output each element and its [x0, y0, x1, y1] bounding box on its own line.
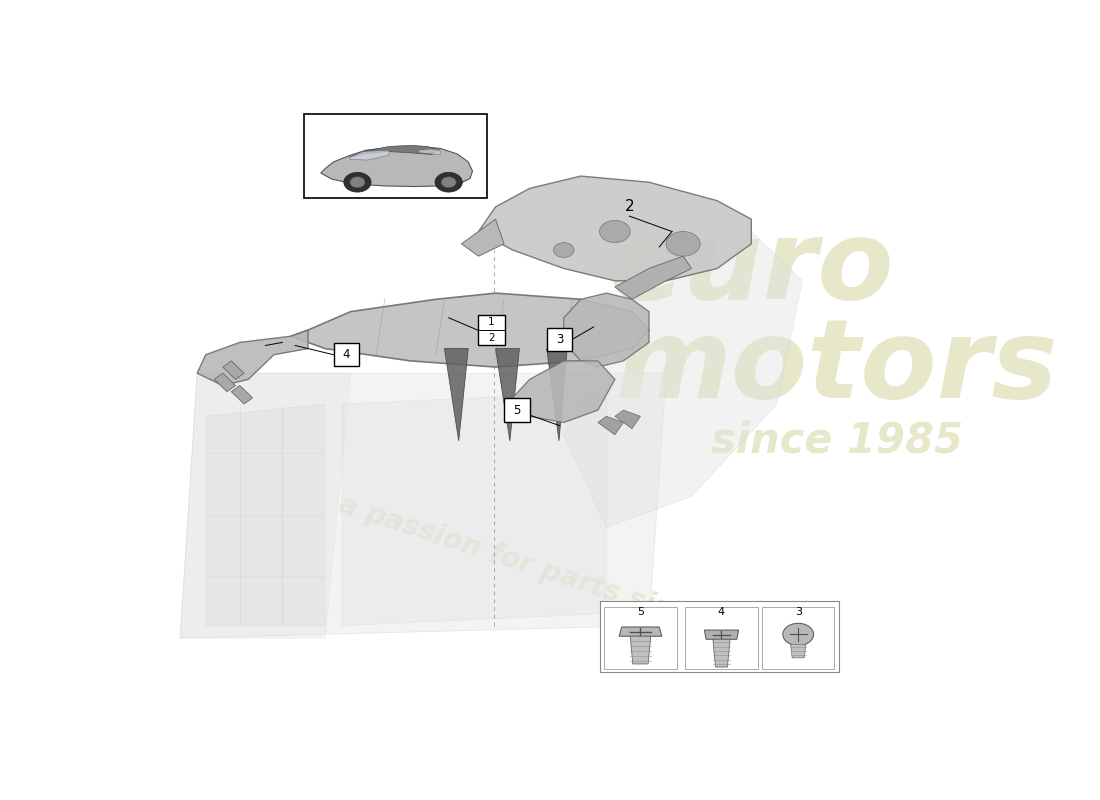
Polygon shape — [619, 627, 662, 636]
Polygon shape — [713, 639, 730, 667]
Text: a passion for parts since 1985: a passion for parts since 1985 — [336, 490, 792, 662]
Polygon shape — [563, 293, 649, 367]
Bar — [477, 314, 505, 346]
Circle shape — [344, 172, 371, 192]
Polygon shape — [214, 373, 235, 392]
Text: motors: motors — [615, 314, 1058, 421]
Bar — [504, 398, 530, 422]
Text: 2: 2 — [625, 199, 635, 214]
Polygon shape — [462, 219, 504, 256]
Bar — [685, 607, 758, 669]
Polygon shape — [349, 146, 440, 158]
Text: 3: 3 — [794, 607, 802, 618]
Polygon shape — [222, 361, 244, 379]
Circle shape — [434, 172, 462, 192]
Bar — [604, 607, 676, 669]
Bar — [304, 114, 487, 198]
Circle shape — [553, 242, 574, 258]
Polygon shape — [547, 349, 568, 441]
Polygon shape — [197, 330, 308, 386]
Polygon shape — [419, 149, 440, 154]
Text: 4: 4 — [718, 607, 725, 618]
Bar — [333, 343, 359, 366]
Text: 3: 3 — [556, 333, 563, 346]
Polygon shape — [563, 231, 803, 527]
Polygon shape — [495, 349, 519, 441]
Polygon shape — [630, 636, 651, 664]
Polygon shape — [231, 386, 253, 404]
Circle shape — [350, 177, 365, 188]
Polygon shape — [321, 146, 473, 186]
Polygon shape — [615, 256, 692, 299]
Polygon shape — [180, 373, 351, 638]
Text: 5: 5 — [514, 404, 520, 417]
Polygon shape — [478, 176, 751, 281]
Polygon shape — [791, 644, 806, 658]
Polygon shape — [180, 373, 666, 638]
Polygon shape — [206, 404, 326, 626]
Polygon shape — [290, 293, 649, 367]
Polygon shape — [598, 416, 624, 435]
Polygon shape — [444, 349, 469, 441]
Text: euro: euro — [608, 215, 894, 322]
Text: 2: 2 — [488, 333, 495, 342]
Text: 5: 5 — [637, 607, 644, 618]
Bar — [600, 601, 838, 672]
Circle shape — [783, 623, 814, 646]
Polygon shape — [342, 392, 606, 626]
Polygon shape — [615, 410, 640, 429]
Polygon shape — [349, 150, 389, 160]
Bar — [547, 328, 572, 351]
Bar — [762, 607, 835, 669]
Polygon shape — [513, 361, 615, 422]
Circle shape — [667, 231, 700, 256]
Text: since 1985: since 1985 — [711, 420, 962, 462]
Text: 1: 1 — [488, 318, 495, 327]
Circle shape — [600, 221, 630, 242]
Polygon shape — [704, 630, 738, 639]
Circle shape — [441, 177, 456, 188]
Text: 4: 4 — [342, 348, 350, 362]
